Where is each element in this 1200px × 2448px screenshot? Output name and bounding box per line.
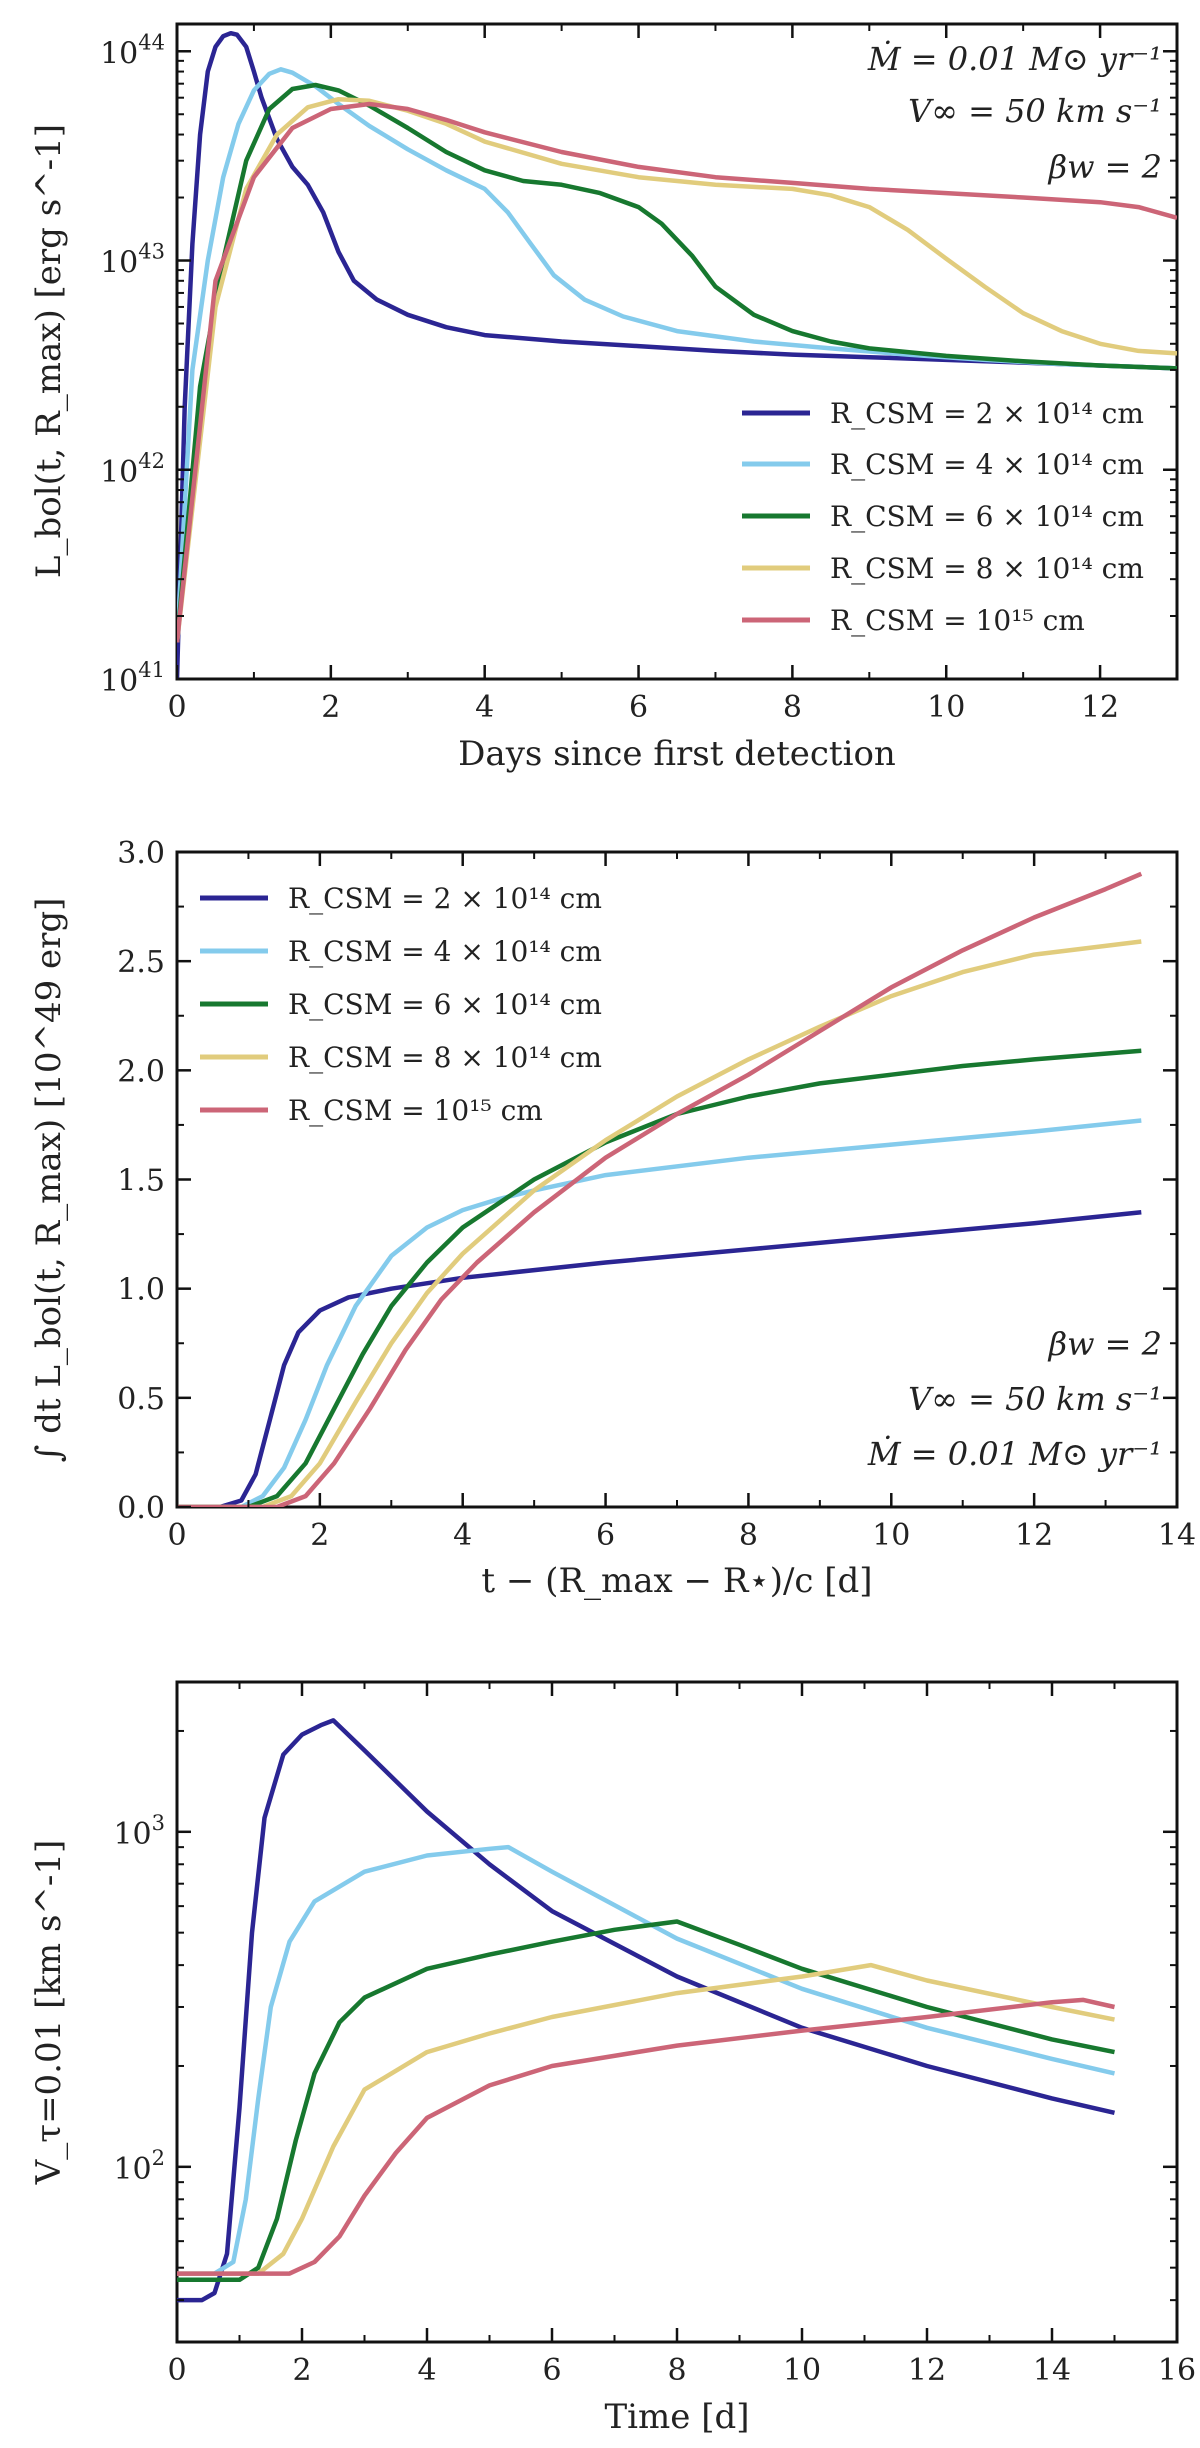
y-tick-label: 0.0 (117, 1491, 165, 1526)
series-line-3 (177, 82, 1177, 643)
legend-label-2: R_CSM = 4 × 10¹⁴ cm (830, 448, 1144, 481)
series-line-1 (177, 1210, 1142, 1507)
panel-velocity: 0 2 4 6 8 10 12 14 16 102 103 Time [d] V_τ=0.01 [k… (29, 1680, 1196, 2437)
series-line-3 (177, 1919, 1115, 2283)
y-tick-label: 102 (113, 2146, 165, 2187)
annotation-mdot: Ṁ = 0.01 M⊙ yr⁻¹ (867, 40, 1162, 78)
legend-label-1: R_CSM = 2 × 10¹⁴ cm (288, 882, 602, 915)
x-tick-label: 10 (872, 1518, 910, 1553)
x-axis-label: Time [d] (604, 2397, 749, 2437)
y-tick-label: 1044 (100, 30, 165, 71)
x-tick-label: 4 (417, 2353, 436, 2388)
series-line-5 (177, 101, 1177, 643)
x-tick-label: 10 (783, 2353, 821, 2388)
x-tick-label: 8 (667, 2353, 686, 2388)
y-tick-label: 2.5 (117, 945, 165, 980)
y-axis-label: L_bol(t, R_max) [erg s^-1] (29, 124, 69, 578)
series-line-2 (177, 1118, 1142, 1507)
x-tick-label: 12 (1081, 690, 1119, 725)
x-tick-label: 2 (321, 690, 340, 725)
x-tick-label: 0 (167, 690, 186, 725)
x-tick-label: 6 (629, 690, 648, 725)
y-tick-label: 3.0 (117, 836, 165, 871)
panel-integrated-energy: 0 2 4 6 8 10 12 14 0.0 0.5 1.0 1.5 2.0 2.5 3.0 t − (R_… (29, 836, 1196, 1601)
annotation-beta: βw = 2 (1048, 1325, 1162, 1363)
legend: R_CSM = 2 × 10¹⁴ cm R_CSM = 4 × 10¹⁴ cm … (742, 397, 1144, 637)
y-tick-label: 2.0 (117, 1054, 165, 1089)
y-tick-label: 1042 (100, 449, 165, 490)
x-tick-label: 6 (542, 2353, 561, 2388)
legend-label-5: R_CSM = 10¹⁵ cm (288, 1094, 543, 1127)
y-axis-label: ∫ dt L_bol(t, R_max) [10^49 erg] (29, 898, 69, 1463)
series-line-4 (177, 1962, 1115, 2276)
curve-layer (177, 1718, 1116, 2303)
x-tick-label: 6 (596, 1518, 615, 1553)
y-tick-label: 0.5 (117, 1382, 165, 1417)
plot-frame (175, 1680, 1179, 2344)
tick-layer: 0 2 4 6 8 10 12 14 0.0 0.5 1.0 1.5 2.0 2.5 3.0 (117, 836, 1196, 1553)
series-line-1 (177, 1718, 1116, 2303)
annotation-mdot: Ṁ = 0.01 M⊙ yr⁻¹ (867, 1435, 1162, 1473)
x-tick-label: 10 (927, 690, 965, 725)
x-tick-label: 4 (475, 690, 494, 725)
legend-label-5: R_CSM = 10¹⁵ cm (830, 604, 1085, 637)
legend-label-4: R_CSM = 8 × 10¹⁴ cm (288, 1041, 602, 1074)
x-axis-label: Days since first detection (458, 734, 896, 774)
x-tick-label: 14 (1033, 2353, 1071, 2388)
y-tick-label: 103 (113, 1811, 165, 1852)
curve-layer (177, 871, 1143, 1507)
annotation-block: Ṁ = 0.01 M⊙ yr⁻¹ V∞ = 50 km s⁻¹ βw = 2 (867, 40, 1162, 186)
legend-label-2: R_CSM = 4 × 10¹⁴ cm (288, 935, 602, 968)
y-tick-label: 1043 (100, 240, 165, 281)
series-line-5 (177, 1997, 1115, 2276)
series-line-4 (177, 96, 1177, 643)
x-tick-label: 12 (908, 2353, 946, 2388)
y-tick-label: 1.5 (117, 1164, 165, 1199)
series-line-2 (177, 67, 1177, 643)
series-line-3 (177, 1048, 1142, 1507)
y-tick-label: 1041 (100, 658, 165, 699)
tick-layer: 0 2 4 6 8 10 12 14 16 102 103 (113, 1682, 1196, 2388)
x-tick-label: 16 (1158, 2353, 1196, 2388)
legend-label-4: R_CSM = 8 × 10¹⁴ cm (830, 552, 1144, 585)
legend: R_CSM = 2 × 10¹⁴ cm R_CSM = 4 × 10¹⁴ cm … (200, 882, 602, 1127)
y-axis-label: V_τ=0.01 [km s^-1] (29, 1840, 69, 2186)
x-tick-label: 2 (292, 2353, 311, 2388)
series-line-4 (177, 939, 1142, 1507)
annotation-beta: βw = 2 (1048, 148, 1162, 186)
x-tick-label: 0 (167, 1518, 186, 1553)
x-tick-label: 0 (167, 2353, 186, 2388)
x-axis-label: t − (R_max − R⋆)/c [d] (481, 1561, 872, 1601)
series-line-5 (177, 871, 1143, 1507)
x-tick-label: 2 (310, 1518, 329, 1553)
x-tick-label: 4 (453, 1518, 472, 1553)
legend-label-1: R_CSM = 2 × 10¹⁴ cm (830, 397, 1144, 430)
series-line-2 (177, 1844, 1116, 2276)
annotation-block: βw = 2 V∞ = 50 km s⁻¹ Ṁ = 0.01 M⊙ yr⁻¹ (867, 1325, 1162, 1473)
x-tick-label: 8 (783, 690, 802, 725)
annotation-vinf: V∞ = 50 km s⁻¹ (908, 92, 1162, 130)
series-line-1 (177, 30, 1177, 679)
tick-layer: 0 2 4 6 8 10 12 1041 1042 1043 1044 (100, 24, 1177, 725)
annotation-vinf: V∞ = 50 km s⁻¹ (908, 1380, 1162, 1418)
legend-label-3: R_CSM = 6 × 10¹⁴ cm (830, 500, 1144, 533)
y-tick-label: 1.0 (117, 1273, 165, 1308)
legend-label-3: R_CSM = 6 × 10¹⁴ cm (288, 988, 602, 1021)
panel-luminosity: 0 2 4 6 8 10 12 1041 1042 1043 1044 Days since fir… (29, 22, 1179, 774)
curve-layer (177, 30, 1177, 679)
x-tick-label: 12 (1015, 1518, 1053, 1553)
x-tick-label: 14 (1158, 1518, 1196, 1553)
x-tick-label: 8 (739, 1518, 758, 1553)
